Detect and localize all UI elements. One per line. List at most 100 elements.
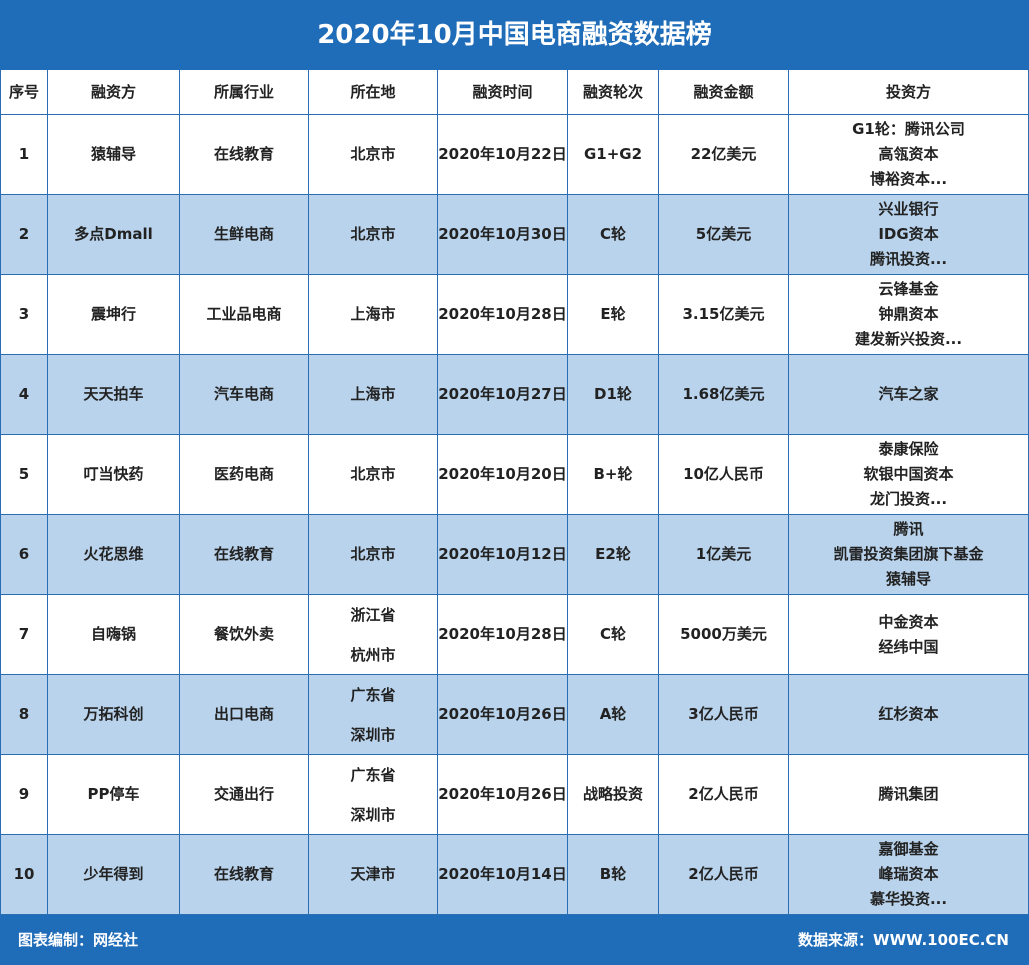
cell-text: 5亿美元 [695,225,752,243]
cell-text: 2020年10月26日 [438,705,567,723]
table-cell: 所在地 [309,70,438,115]
table-cell: 云锋基金钟鼎资本建发新兴投资... [789,275,1029,355]
footer: 图表编制：网经社 数据来源：WWW.100EC.CN [0,915,1029,965]
table-cell: 2 [0,195,48,275]
table-cell: 2020年10月28日 [438,595,568,675]
table-cell: 交通出行 [180,755,309,835]
table-cell: 2020年10月28日 [438,275,568,355]
table-cell: 广东省 深圳市 [309,675,438,755]
table-cell: 腾讯集团 [789,755,1029,835]
table-cell: C轮 [568,595,659,675]
table-cell: E2轮 [568,515,659,595]
cell-text: D1轮 [594,385,632,403]
table-cell: 融资轮次 [568,70,659,115]
table-cell: 4 [0,355,48,435]
table-cell: 天天拍车 [48,355,180,435]
table-cell: 中金资本 经纬中国 [789,595,1029,675]
cell-text: 猿辅导 [90,145,136,163]
cell-text: 7 [18,625,30,643]
cell-line: 腾讯 [893,520,924,538]
table-cell: D1轮 [568,355,659,435]
table-cell: 上海市 [309,275,438,355]
cell-text: 生鲜电商 [213,225,274,243]
cell-text: 叮当快药 [83,465,144,483]
cell-text: 出口电商 [213,705,274,723]
table-cell: 浙江省 杭州市 [309,595,438,675]
cell-text: 6 [18,545,30,563]
table-cell: 汽车电商 [180,355,309,435]
table-cell: 红杉资本 [789,675,1029,755]
header-label: 融资时间 [472,82,533,101]
cell-text: E2轮 [595,545,631,563]
footer-right: 数据来源：WWW.100EC.CN [798,931,1009,949]
cell-text: 3亿人民币 [688,705,759,723]
cell-text: 在线教育 [213,545,274,563]
table-cell: 2020年10月30日 [438,195,568,275]
cell-line: 云锋基金 [878,280,939,298]
cell-line: 泰康保险 [878,440,939,458]
table-cell: 在线教育 [180,115,309,195]
table-cell: 在线教育 [180,515,309,595]
cell-text: 汽车电商 [213,385,274,403]
cell-text: PP停车 [87,785,140,803]
table-cell: 3亿人民币 [659,675,789,755]
cell-line: 高瓴资本 [878,145,939,163]
cell-text: 3 [18,305,30,323]
table-cell: 多点Dmall [48,195,180,275]
table-cell: 在线教育 [180,835,309,915]
table-cell: 出口电商 [180,675,309,755]
table-cell: 所属行业 [180,70,309,115]
header-label: 所在地 [350,82,396,101]
cell-line: 钟鼎资本 [878,305,939,323]
cell-text: 2 [18,225,30,243]
table-cell: 融资金额 [659,70,789,115]
cell-text: 2020年10月26日 [438,785,567,803]
table-cell: A轮 [568,675,659,755]
cell-text: 4 [18,385,30,403]
cell-line: 北京市 [350,545,396,563]
table-cell: 泰康保险 软银中国资本 龙门投资... [789,435,1029,515]
cell-text: 2020年10月14日 [438,865,567,883]
table-cell: 少年得到 [48,835,180,915]
cell-line: IDG资本 [878,225,939,243]
cell-text: 震坤行 [90,305,136,323]
cell-text: 自嗨锅 [90,625,136,643]
table-cell: 北京市 [309,515,438,595]
table-cell: 2020年10月14日 [438,835,568,915]
cell-text: B轮 [599,865,627,883]
cell-line: 杭州市 [350,645,396,664]
cell-text: 2020年10月20日 [438,465,567,483]
cell-line: 建发新兴投资... [854,330,963,348]
table-cell: 北京市 [309,435,438,515]
table-cell: G1轮：腾讯公司 高瓴资本 博裕资本... [789,115,1029,195]
cell-line: 中金资本 [878,612,939,631]
table-cell: 北京市 [309,195,438,275]
table-cell: 3.15亿美元 [659,275,789,355]
table-cell: G1+G2 [568,115,659,195]
cell-line: 兴业银行 [878,200,939,218]
cell-text: 工业品电商 [206,305,282,323]
cell-text: 10 [13,865,35,883]
cell-text: 2亿人民币 [688,865,759,883]
cell-line: 峰瑞资本 [878,865,939,883]
table-cell: 7 [0,595,48,675]
cell-text: 2020年10月27日 [438,385,567,403]
table-cell: 2020年10月27日 [438,355,568,435]
cell-text: 战略投资 [582,785,643,803]
cell-line: 腾讯投资... [869,250,948,268]
table-cell: 广东省 深圳市 [309,755,438,835]
table-cell: C轮 [568,195,659,275]
table-cell: 5000万美元 [659,595,789,675]
cell-line: 北京市 [350,225,396,243]
cell-text: 1 [18,145,30,163]
table-cell: 10 [0,835,48,915]
cell-text: 交通出行 [213,785,274,803]
cell-text: 多点Dmall [74,225,153,243]
cell-line: 腾讯集团 [878,785,939,803]
cell-text: 在线教育 [213,145,274,163]
cell-text: 2020年10月30日 [438,225,567,243]
cell-line: G1轮：腾讯公司 [852,120,965,138]
cell-text: 2020年10月28日 [438,625,567,643]
table-cell: 震坤行 [48,275,180,355]
